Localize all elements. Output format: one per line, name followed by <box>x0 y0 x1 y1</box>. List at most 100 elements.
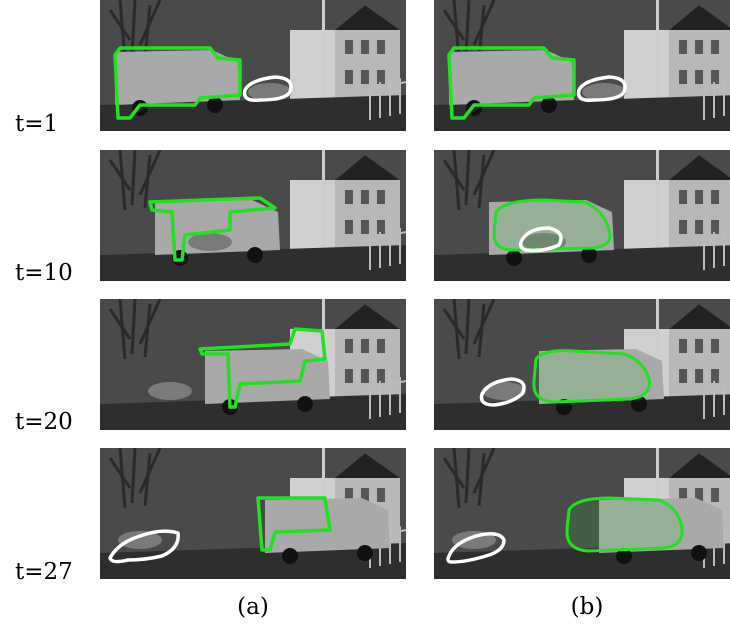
contour-white <box>242 75 293 103</box>
building-window <box>345 339 353 353</box>
contour-green <box>492 198 612 252</box>
building-window <box>695 70 703 84</box>
contour-white <box>479 377 526 407</box>
column-label-b: (b) <box>570 594 604 620</box>
building-window <box>695 220 703 234</box>
van-body <box>599 498 724 553</box>
road <box>434 543 730 579</box>
tree-branches <box>442 299 496 360</box>
van-wheel <box>506 250 522 266</box>
contour-green <box>148 196 277 262</box>
building-window <box>377 339 385 353</box>
van-wheel <box>541 97 557 113</box>
building-window <box>345 40 353 54</box>
building-roof <box>669 155 730 180</box>
street-pole <box>656 0 659 100</box>
frame-scene <box>100 0 406 131</box>
building-window <box>361 488 369 502</box>
tree-branches <box>442 448 496 509</box>
van-wheel <box>282 548 298 564</box>
video-frame-r4-b <box>434 448 730 579</box>
van-body <box>155 200 280 255</box>
van-body <box>539 349 664 404</box>
van-body <box>205 349 330 404</box>
building-window <box>695 190 703 204</box>
contour-green <box>198 327 327 409</box>
tree-branches <box>108 299 162 360</box>
van-wheel <box>616 548 632 564</box>
frame-scene <box>100 299 406 430</box>
contour-white <box>576 75 627 103</box>
building-window <box>361 40 369 54</box>
building-window <box>679 220 687 234</box>
building-window <box>361 70 369 84</box>
van-wheel <box>247 247 263 263</box>
building-window <box>361 339 369 353</box>
van-body <box>115 50 240 105</box>
tree-branches <box>108 448 162 509</box>
building-window <box>361 220 369 234</box>
building-window <box>711 190 719 204</box>
car-body <box>148 382 192 400</box>
video-frame-r2-b <box>434 150 730 281</box>
street-pole <box>656 150 659 250</box>
car-body <box>118 531 162 549</box>
building-window <box>361 190 369 204</box>
row-label-t10: t=10 <box>15 260 73 286</box>
road <box>100 543 406 579</box>
van-wheel <box>207 97 223 113</box>
van-wheel <box>581 247 597 263</box>
frame-scene <box>434 0 730 131</box>
video-frame-r1-b <box>434 0 730 131</box>
van-wheel <box>297 396 313 412</box>
building-window <box>377 70 385 84</box>
building-left <box>290 180 335 255</box>
railing <box>367 228 406 270</box>
building-window <box>679 40 687 54</box>
building-roof <box>335 155 400 180</box>
video-frame-r3-a <box>100 299 406 430</box>
railing <box>701 379 730 419</box>
contour-white <box>446 532 506 564</box>
building-window <box>695 488 703 502</box>
building-window <box>679 488 687 502</box>
building-roof <box>335 453 400 478</box>
building-window <box>695 339 703 353</box>
column-label-a: (a) <box>237 594 269 620</box>
van-body <box>265 498 390 553</box>
building-left <box>290 30 335 105</box>
building-window <box>679 369 687 383</box>
building-window <box>377 40 385 54</box>
tree-branches <box>442 0 496 61</box>
van-wheel <box>691 545 707 561</box>
building-window <box>345 488 353 502</box>
contour-green <box>447 46 576 120</box>
frame-scene <box>100 448 406 579</box>
building-window <box>345 369 353 383</box>
tree-branches <box>108 150 162 211</box>
video-frame-r3-b <box>434 299 730 430</box>
contour-green <box>532 349 651 404</box>
railing <box>701 230 730 270</box>
building-window <box>345 220 353 234</box>
contour-green <box>113 46 242 120</box>
street-pole <box>656 448 659 548</box>
building-left <box>624 30 669 105</box>
contour-white <box>518 226 563 253</box>
building-roof <box>335 304 400 329</box>
railing <box>367 377 406 419</box>
building-window <box>711 488 719 502</box>
building-window <box>679 339 687 353</box>
railing <box>367 78 406 120</box>
frame-scene <box>100 150 406 281</box>
building-window <box>711 70 719 84</box>
frame-scene <box>434 299 730 430</box>
van-body <box>449 50 574 105</box>
building-window <box>345 70 353 84</box>
car-body <box>188 233 232 251</box>
video-frame-r2-a <box>100 150 406 281</box>
contour-green <box>565 496 684 553</box>
contour-white <box>108 529 180 564</box>
van-wheel <box>631 396 647 412</box>
video-frame-r4-a <box>100 448 406 579</box>
